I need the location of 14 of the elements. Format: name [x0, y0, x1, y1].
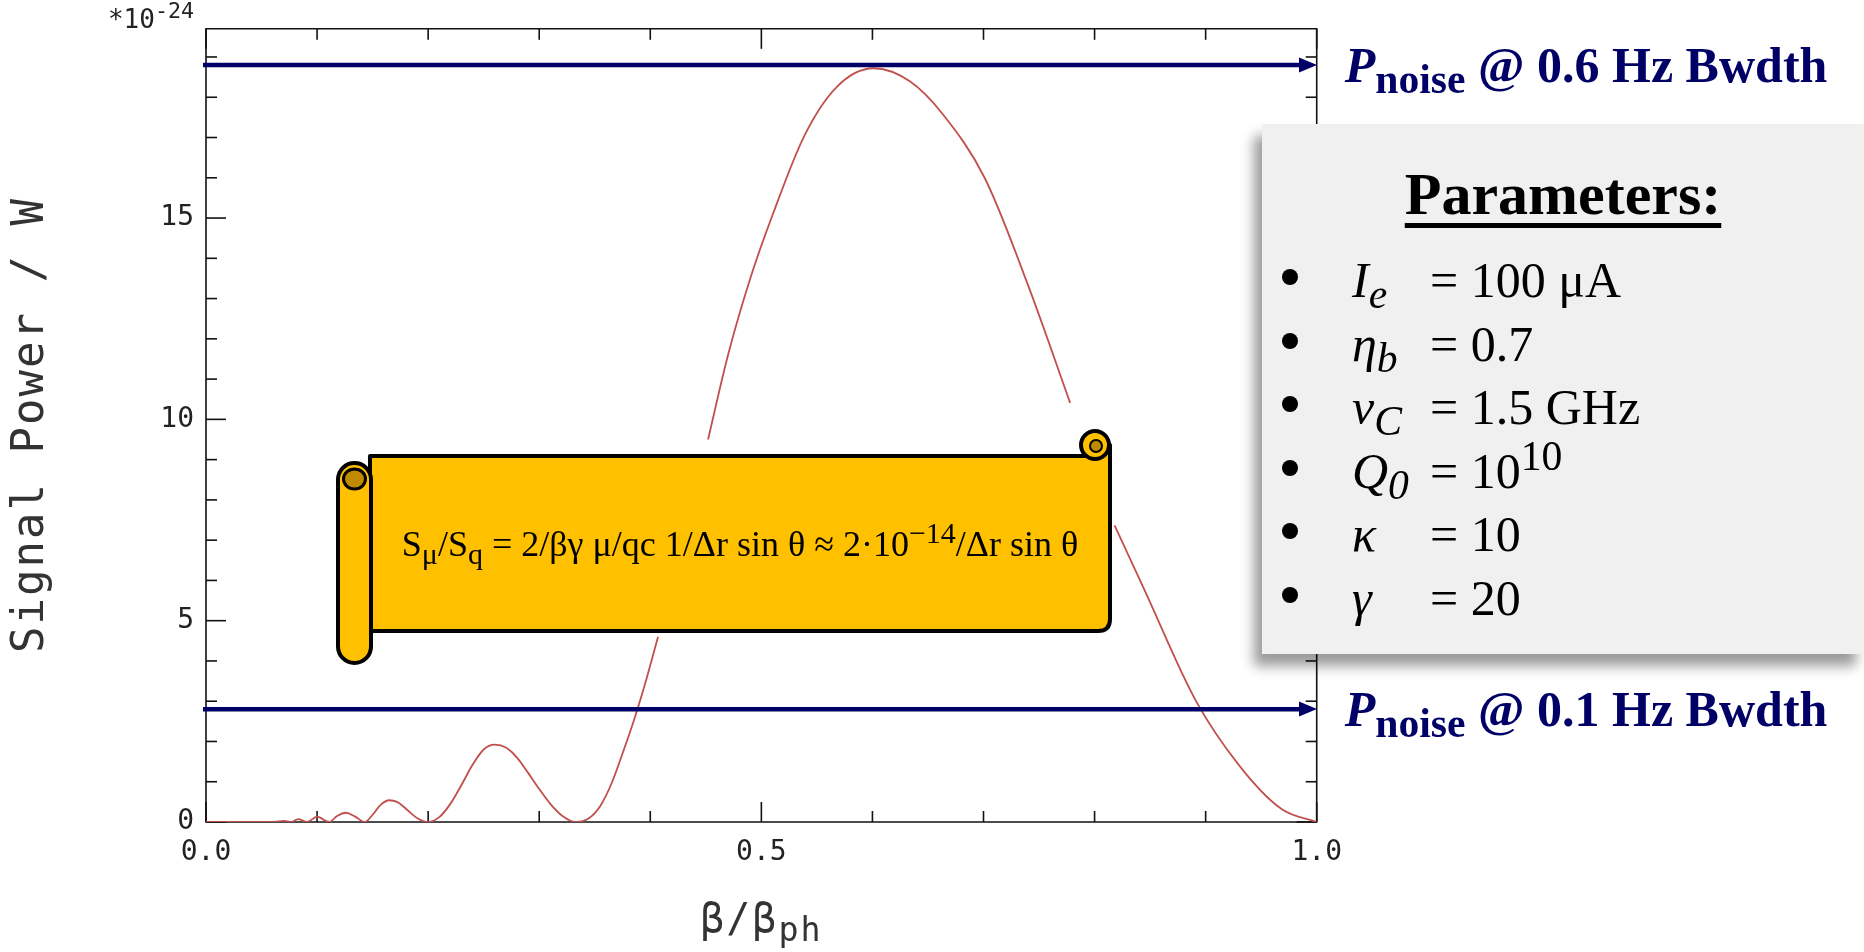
ref-line-label: P$_{noise}$ @ 0.6 Hz Bwdth: [1344, 37, 1828, 103]
x-tick-label: 1.0: [1291, 834, 1342, 868]
x-tick-label: 0.0: [180, 834, 232, 868]
y-tick-label: 5: [177, 601, 194, 635]
annotation: S$_{μ}$/S$_{q}$ = 2/βγ μ/qc 1/Δr sin θ ≈ 2·10$^{−14}$/Δr sin θ: [401, 516, 1079, 571]
ref-line-label: P$_{noise}$ @ 0.1 Hz Bwdth: [1344, 681, 1828, 747]
text: *10$^{-24}$: [107, 0, 194, 34]
y-tick-label: 0: [177, 803, 194, 837]
y-axis-title: Signal Power / W: [1, 197, 53, 654]
x-axis-title: β/β$_{ph}$: [700, 895, 823, 949]
x-tick-label: 0.5: [736, 834, 787, 868]
y-tick-label: 15: [160, 199, 194, 233]
info-panel: Parameters: I$_{e}$ = 100 μA η$_{b}$ = 0.7 ν$_{C}$ = 1.5 GHz Q$_{0}$ = 10$^{10}$ κ = 10 γ = 20: [1262, 124, 1864, 654]
y-tick-label: 10: [160, 400, 194, 434]
